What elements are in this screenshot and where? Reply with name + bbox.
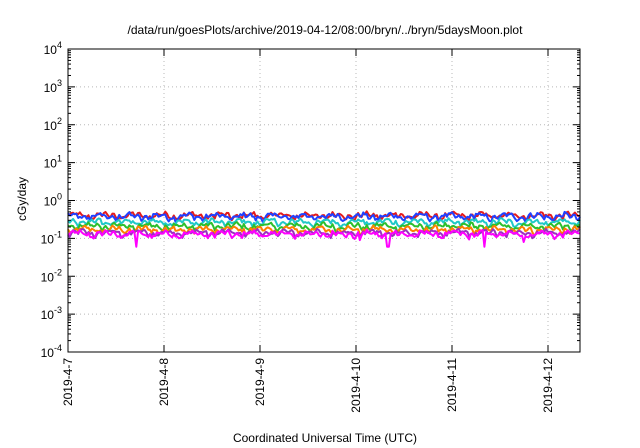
x-tick-label: 2019-4-7: [61, 358, 75, 406]
y-axis: 104 103 102 101 100 10-1 10-2 10-3 10-4: [41, 40, 580, 360]
x-tick-label: 2019-4-9: [253, 358, 267, 406]
grid: [67, 48, 580, 353]
x-tick-label: 2019-4-10: [349, 358, 363, 413]
y-axis-label: cGy/day: [15, 177, 29, 221]
series-line: [67, 217, 581, 229]
x-tick-label: 2019-4-12: [541, 358, 555, 413]
y-tick-label: 102: [44, 116, 62, 133]
x-tick-label: 2019-4-8: [157, 358, 171, 406]
series-line: [67, 228, 581, 248]
chart-title: /data/run/goesPlots/archive/2019-04-12/0…: [128, 23, 524, 37]
y-tick-label: 101: [44, 154, 62, 171]
x-axis: 2019-4-7 2019-4-8 2019-4-9 2019-4-10 2019-4-…: [61, 49, 555, 413]
series-line: [67, 221, 581, 234]
y-tick-label: 10-4: [41, 343, 62, 360]
x-axis-label: Coordinated Universal Time (UTC): [233, 431, 417, 445]
series-line: [67, 224, 581, 237]
x-tick-label: 2019-4-11: [445, 358, 459, 412]
series-line: [67, 210, 581, 223]
y-tick-label: 100: [44, 192, 62, 209]
y-tick-label: 10-2: [41, 267, 62, 284]
y-tick-label: 103: [44, 78, 62, 95]
series-layer: [67, 210, 581, 248]
y-tick-label: 10-1: [41, 229, 62, 246]
y-tick-label: 104: [44, 40, 62, 57]
y-tick-label: 10-3: [41, 305, 62, 322]
